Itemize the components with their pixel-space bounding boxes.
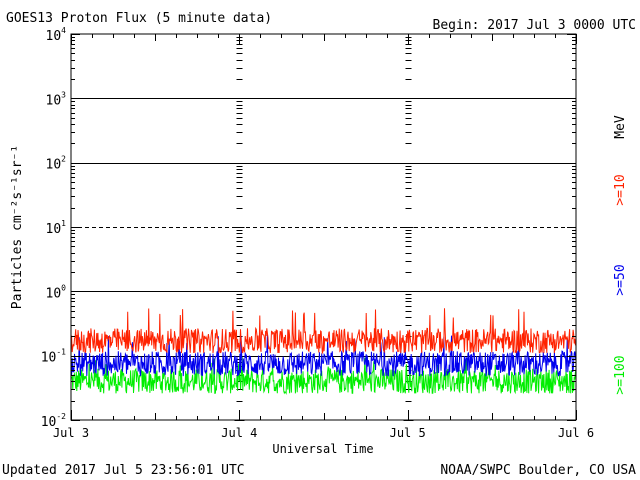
y-tick-label: 101 <box>46 219 67 237</box>
source-credit: NOAA/SWPC Boulder, CO USA <box>440 463 636 478</box>
x-tick-label: Jul 3 <box>53 426 89 440</box>
x-tick-label: Jul 6 <box>558 426 594 440</box>
x-axis-tick-labels: Jul 3 Jul 4 Jul 5 Jul 6 <box>53 426 594 440</box>
legend-units-label: MeV <box>613 115 628 139</box>
y-axis-label: Particles cm⁻²s⁻¹sr⁻¹ <box>10 145 25 309</box>
legend-entry: >=10 <box>613 174 628 205</box>
x-tick-label: Jul 5 <box>390 426 426 440</box>
x-axis-label: Universal Time <box>272 442 373 456</box>
series-line <box>70 308 577 355</box>
legend-entry: >=50 <box>613 264 628 295</box>
begin-time-label: Begin: 2017 Jul 3 0000 UTC <box>433 18 637 33</box>
y-tick-label: 103 <box>46 90 67 108</box>
y-tick-label: 100 <box>46 283 67 301</box>
reference-lines <box>71 98 576 357</box>
legend: >=10 >=50 >=100 MeV <box>613 115 628 394</box>
y-axis-tick-labels: 10-2 10-1 100 101 102 103 104 <box>41 26 66 430</box>
x-tick-label: Jul 4 <box>221 426 257 440</box>
y-tick-label: 104 <box>46 26 67 44</box>
series-line <box>70 334 577 377</box>
chart-title: GOES13 Proton Flux (5 minute data) <box>6 11 272 26</box>
updated-timestamp: Updated 2017 Jul 5 23:56:01 UTC <box>2 463 245 478</box>
series-group <box>70 308 577 395</box>
x-axis-ticks <box>71 34 577 420</box>
y-tick-label: 102 <box>46 155 67 173</box>
y-tick-label: 10-2 <box>41 412 66 430</box>
y-tick-label: 10-1 <box>41 348 66 366</box>
legend-entry: >=100 <box>613 355 628 394</box>
